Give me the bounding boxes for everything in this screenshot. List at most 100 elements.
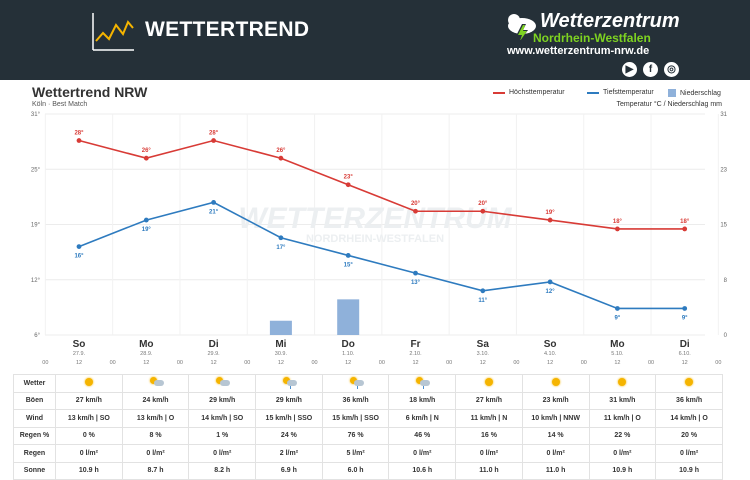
table-cell: 10.9 h [55, 461, 123, 480]
partly-cloudy-icon [215, 377, 231, 387]
forecast-table: Wetter Böen 27 km/h 24 km/h 29 km/h 29 km/h 36… [13, 374, 723, 480]
x-hour-label: 12 [143, 360, 149, 366]
max-temp-point [278, 155, 284, 161]
cloud-shape [420, 380, 431, 387]
min-temp-label: 19° [142, 227, 152, 233]
table-cell: 0 l/m² [521, 444, 590, 463]
table-cell: 11.0 h [521, 461, 590, 480]
table-cell: 36 km/h [655, 391, 723, 410]
legend-max-swatch [493, 91, 505, 94]
legend-precip-swatch [668, 89, 676, 97]
cloud-shape [353, 380, 364, 387]
x-day-label: Mi [275, 339, 286, 350]
max-temp-label: 20° [411, 201, 421, 207]
trend-chart-icon [92, 13, 134, 51]
table-row: Wetter [13, 374, 723, 393]
table-cell: 13 km/h | SO [55, 409, 123, 428]
legend-max[interactable]: Höchsttemperatur [493, 89, 565, 96]
table-cell: 1 % [188, 426, 257, 445]
table-cell: 29 km/h [255, 391, 323, 410]
max-temp-label: 18° [680, 219, 690, 225]
x-day-label: Mo [139, 339, 153, 350]
rain-sun-icon [349, 377, 364, 390]
table-cell: 10.9 h [655, 461, 723, 480]
max-temp-point [547, 217, 553, 223]
table-cell: 0 l/m² [55, 444, 123, 463]
table-cell: 14 km/h | SO [188, 409, 257, 428]
min-temp-label: 11° [478, 298, 487, 304]
weather-cell [55, 374, 123, 393]
table-row: Böen 27 km/h 24 km/h 29 km/h 29 km/h 36 km/h 1… [13, 391, 723, 410]
facebook-icon[interactable]: f [643, 62, 658, 77]
x-date-label: 2.10. [409, 351, 422, 357]
x-midnight-label: 00 [42, 360, 48, 366]
x-hour-label: 12 [614, 360, 620, 366]
max-temp-label: 23° [344, 175, 354, 181]
min-temp-label: 17° [276, 245, 286, 251]
table-cell: 10.6 h [388, 461, 457, 480]
weather-cell [455, 374, 523, 393]
table-cell: 0 l/m² [121, 444, 190, 463]
table-row: Regen % 0 % 8 % 1 % 24 % 76 % 46 % 16 % 14 % 22 %… [13, 426, 723, 445]
table-cell: 13 km/h | O [121, 409, 190, 428]
sun-shape [618, 378, 627, 387]
min-temp-point [547, 279, 553, 285]
x-midnight-label: 00 [311, 360, 317, 366]
min-temp-point [143, 217, 149, 223]
max-temp-point [682, 226, 688, 232]
rain-drop [423, 386, 425, 390]
table-cell: 8.2 h [188, 461, 257, 480]
y-tick-label-left: 31° [31, 112, 41, 118]
row-label: Regen [13, 444, 56, 463]
legend-min[interactable]: Tiefsttemperatur [587, 89, 654, 96]
min-temp-point [278, 235, 284, 241]
rain-drop [356, 386, 358, 390]
y-tick-label-left: 6° [34, 333, 40, 339]
x-date-label: 28.9. [140, 351, 153, 357]
x-midnight-label: 00 [648, 360, 654, 366]
x-hour-label: 12 [480, 360, 486, 366]
weather-cell [121, 374, 190, 393]
row-label: Regen % [13, 426, 56, 445]
min-temp-label: 16° [74, 254, 84, 260]
brand-name: Wetterzentrum [540, 10, 680, 32]
min-temp-label: 21° [209, 209, 219, 215]
max-temp-label: 28° [74, 131, 84, 137]
table-cell: 36 km/h [321, 391, 390, 410]
legend-min-label: Tiefsttemperatur [603, 89, 654, 96]
chart-subtitle: Köln · Best Match [32, 101, 88, 108]
table-cell: 15 km/h | SSO [255, 409, 323, 428]
brand-region: Nordrhein-Westfalen [533, 31, 651, 45]
legend-precip[interactable]: Niederschlag [668, 89, 721, 97]
x-date-label: 4.10. [544, 351, 557, 357]
row-label: Sonne [13, 461, 56, 480]
cloud-shape [220, 380, 231, 387]
x-hour-label: 12 [682, 360, 688, 366]
min-temp-line [78, 201, 685, 310]
weather-cell [521, 374, 590, 393]
instagram-icon[interactable]: ◎ [664, 62, 679, 77]
brand-url[interactable]: www.wetterzentrum-nrw.de [507, 45, 650, 57]
table-cell: 6 km/h | N [388, 409, 457, 428]
table-cell: 0 l/m² [655, 444, 723, 463]
weather-cell [655, 374, 723, 393]
table-cell: 20 % [655, 426, 723, 445]
weather-cell [255, 374, 323, 393]
rain-sun-icon [415, 377, 431, 390]
sun-shape [149, 377, 157, 385]
table-cell: 8.7 h [121, 461, 190, 480]
header-title: WETTERTREND [145, 18, 310, 41]
table-cell: 14 % [521, 426, 590, 445]
min-temp-point [682, 306, 688, 311]
y-tick-label-right: 8 [724, 278, 728, 284]
cloud-shape [286, 380, 297, 387]
sun-icon [82, 377, 96, 387]
x-hour-label: 12 [211, 360, 217, 366]
table-cell: 10.9 h [588, 461, 657, 480]
sun-shape [484, 378, 493, 387]
sun-icon [549, 377, 563, 387]
table-cell: 0 l/m² [455, 444, 523, 463]
video-icon[interactable]: ▶ [622, 62, 637, 77]
max-temp-label: 26° [142, 148, 152, 154]
y-tick-label-right: 31 [720, 112, 727, 118]
